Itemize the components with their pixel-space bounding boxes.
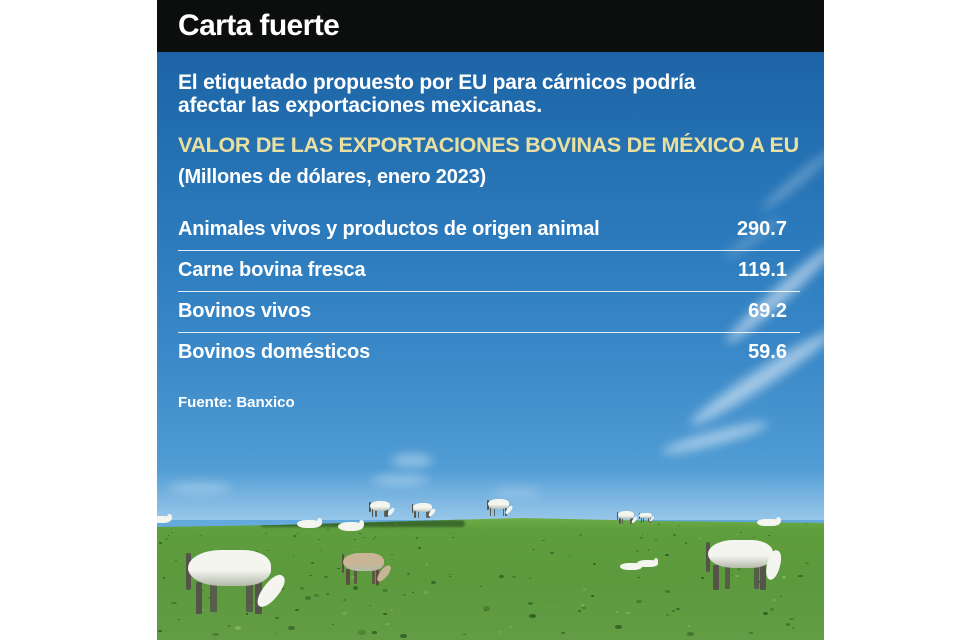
- cow-illustration: [757, 513, 782, 530]
- cow-illustration: [617, 510, 639, 525]
- infographic-card: Carta fuerte: [157, 0, 824, 640]
- cow-illustration: [157, 510, 173, 527]
- cow-illustration: [412, 502, 437, 519]
- header-bar: Carta fuerte: [157, 0, 824, 52]
- row-value: 119.1: [738, 259, 787, 281]
- cow-illustration: [639, 512, 655, 523]
- row-label: Bovinos domésticos: [178, 341, 370, 363]
- cow-illustration: [487, 498, 514, 517]
- row-value: 69.2: [748, 300, 787, 322]
- cloud-wisp: [169, 483, 231, 493]
- row-label: Carne bovina fresca: [178, 259, 366, 281]
- grass-field: [157, 518, 824, 640]
- cow-illustration: [338, 516, 365, 535]
- row-label: Bovinos vivos: [178, 300, 311, 322]
- source-text: Fuente: Banxico: [178, 394, 295, 411]
- cow-illustration: [637, 555, 659, 570]
- row-value: 290.7: [736, 218, 787, 240]
- cloud-wisp: [492, 488, 542, 496]
- cow-illustration: [620, 557, 644, 574]
- row-value: 59.6: [748, 341, 787, 363]
- table-row: Animales vivos y productos de origen ani…: [178, 210, 800, 251]
- cloud-wisp: [391, 453, 433, 467]
- data-table: Animales vivos y productos de origen ani…: [178, 210, 800, 373]
- chart-subtitle: (Millones de dólares, enero 2023): [178, 166, 486, 188]
- cow-illustration: [369, 500, 395, 518]
- row-label: Animales vivos y productos de origen ani…: [178, 218, 600, 240]
- cow-illustration: [297, 514, 323, 532]
- table-row: Bovinos vivos 69.2: [178, 292, 800, 333]
- cloud-wisp: [371, 475, 429, 485]
- table-row: Bovinos domésticos 59.6: [178, 333, 800, 373]
- table-row: Carne bovina fresca 119.1: [178, 251, 800, 292]
- cow-illustration: [185, 544, 291, 617]
- pasture-photo: [157, 52, 824, 640]
- cow-illustration: [341, 550, 394, 586]
- infographic-title: Carta fuerte: [178, 9, 340, 42]
- text-overlay: El etiquetado propuesto por EU para cárn…: [178, 52, 804, 411]
- intro-text: El etiquetado propuesto por EU para cárn…: [178, 71, 696, 117]
- cow-illustration: [705, 535, 789, 593]
- chart-title: VALOR DE LAS EXPORTACIONES BOVINAS DE MÉ…: [178, 133, 799, 157]
- cloud-wisp: [660, 417, 770, 459]
